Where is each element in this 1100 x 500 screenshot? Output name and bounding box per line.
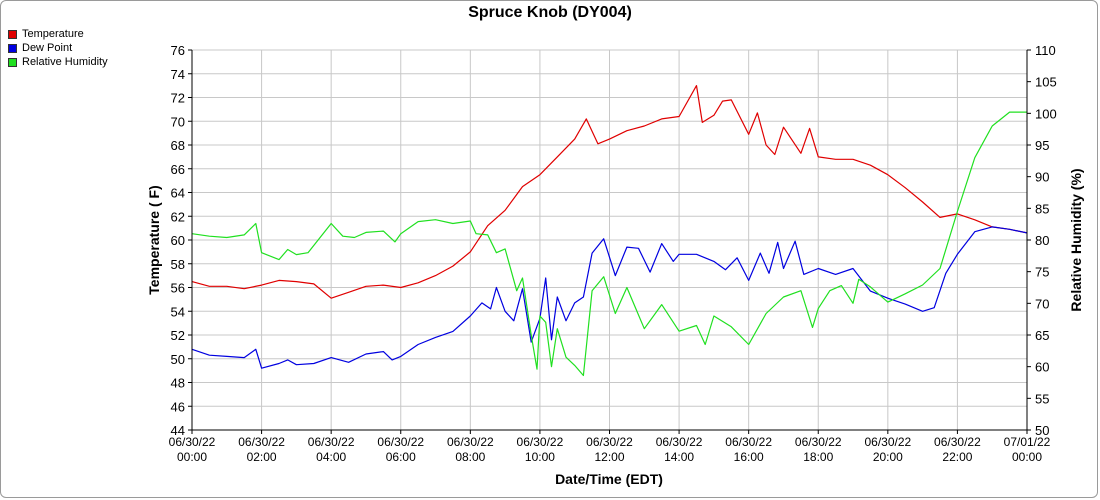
y2-tick-label: 80 <box>1035 233 1049 248</box>
legend-item-dew-point: Dew Point <box>8 41 108 55</box>
legend-swatch-dew-point <box>8 43 17 53</box>
legend-label-temperature: Temperature <box>22 28 84 40</box>
y2-axis-label: Relative Humidity (%) <box>1068 168 1084 311</box>
series-line-temperature <box>191 84 1028 299</box>
y-tick-label: 60 <box>171 233 185 248</box>
y2-tick-label: 60 <box>1035 360 1049 375</box>
x-axis-label: Date/Time (EDT) <box>555 471 663 487</box>
y2-tick-label: 55 <box>1035 391 1049 406</box>
x-tick-label-date: 06/30/22 <box>308 435 355 449</box>
y-tick-label: 76 <box>171 43 185 58</box>
y-tick-label: 58 <box>171 257 185 272</box>
x-tick-label-time: 14:00 <box>664 450 694 464</box>
y-axis-label: Temperature ( F) <box>146 185 162 294</box>
x-tick-label-date: 06/30/22 <box>725 435 772 449</box>
y2-tick-label: 65 <box>1035 328 1049 343</box>
legend-label-dew-point: Dew Point <box>22 42 73 54</box>
y-tick-label: 56 <box>171 281 185 296</box>
x-tick-label-time: 06:00 <box>386 450 416 464</box>
y-tick-label: 64 <box>171 186 185 201</box>
x-tick-label-date: 06/30/22 <box>934 435 981 449</box>
grid-lines <box>191 49 1028 431</box>
x-tick-label-date: 06/30/22 <box>795 435 842 449</box>
x-tick-label-time: 02:00 <box>247 450 277 464</box>
y-tick-label: 70 <box>171 114 185 129</box>
y-tick-label: 44 <box>171 423 185 438</box>
x-tick-label-date: 06/30/22 <box>864 435 911 449</box>
y2-tick-label: 70 <box>1035 296 1049 311</box>
chart-title: Spruce Knob (DY004) <box>468 4 632 21</box>
x-tick-label-date: 06/30/22 <box>656 435 703 449</box>
y2-tick-label: 90 <box>1035 170 1049 185</box>
y2-tick-label: 105 <box>1035 75 1057 90</box>
legend-item-temperature: Temperature <box>8 27 108 41</box>
x-tick-label-time: 08:00 <box>455 450 485 464</box>
y2-tick-label: 110 <box>1035 43 1056 58</box>
x-tick-label-time: 04:00 <box>316 450 346 464</box>
x-tick-label-date: 06/30/22 <box>586 435 633 449</box>
legend: Temperature Dew Point Relative Humidity <box>8 27 108 69</box>
y-tick-label: 62 <box>171 209 185 224</box>
series-line-dew-point <box>191 226 1028 369</box>
x-tick-label-time: 00:00 <box>1012 450 1042 464</box>
x-tick-label-time: 20:00 <box>873 450 903 464</box>
x-tick-label-time: 10:00 <box>525 450 555 464</box>
series-line-relative-humidity <box>191 111 1027 377</box>
x-tick-label-time: 18:00 <box>803 450 833 464</box>
y-tick-label: 46 <box>171 399 185 414</box>
legend-item-relative-humidity: Relative Humidity <box>8 55 108 69</box>
y2-tick-label: 50 <box>1035 423 1049 438</box>
series-layer <box>191 84 1028 377</box>
x-tick-label-time: 22:00 <box>942 450 972 464</box>
y-tick-label: 54 <box>171 304 185 319</box>
y2-tick-label: 100 <box>1035 106 1057 121</box>
legend-label-relative-humidity: Relative Humidity <box>22 56 108 68</box>
y-tick-label: 66 <box>171 162 185 177</box>
y-tick-label: 74 <box>171 67 185 82</box>
y2-tick-label: 85 <box>1035 201 1049 216</box>
y2-tick-label: 95 <box>1035 138 1049 153</box>
y-tick-label: 72 <box>171 91 185 106</box>
x-tick-label-date: 06/30/22 <box>447 435 494 449</box>
x-tick-label-date: 06/30/22 <box>517 435 564 449</box>
y2-tick-label: 75 <box>1035 265 1049 280</box>
x-tick-label-date: 06/30/22 <box>377 435 424 449</box>
x-tick-label-time: 16:00 <box>734 450 764 464</box>
legend-swatch-relative-humidity <box>8 57 17 67</box>
y-tick-label: 52 <box>171 328 185 343</box>
x-tick-label-time: 00:00 <box>177 450 207 464</box>
axes: 06/30/2200:0006/30/2202:0006/30/2204:000… <box>169 43 1057 464</box>
legend-swatch-temperature <box>8 29 17 39</box>
x-tick-label-time: 12:00 <box>594 450 624 464</box>
x-tick-label-date: 06/30/22 <box>169 435 216 449</box>
y-tick-label: 68 <box>171 138 185 153</box>
x-tick-label-date: 07/01/22 <box>1004 435 1051 449</box>
y-tick-label: 48 <box>171 376 185 391</box>
x-tick-label-date: 06/30/22 <box>238 435 285 449</box>
y-tick-label: 50 <box>171 352 185 367</box>
